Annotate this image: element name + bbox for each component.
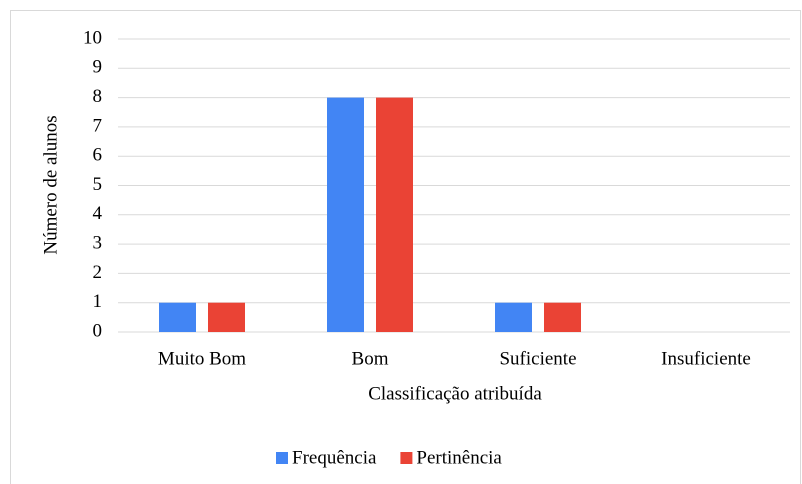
x-tick-label: Insuficiente xyxy=(661,348,751,369)
y-tick-label: 6 xyxy=(93,145,103,166)
y-tick-label: 1 xyxy=(93,291,103,312)
legend-label: Pertinência xyxy=(416,447,502,468)
legend-swatch xyxy=(276,452,288,464)
bar xyxy=(159,302,196,332)
legend-label: Frequência xyxy=(292,447,377,468)
x-tick-label: Muito Bom xyxy=(158,348,246,369)
y-tick-label: 9 xyxy=(93,57,103,78)
bar xyxy=(376,97,413,332)
bar xyxy=(208,302,245,332)
y-tick-label: 10 xyxy=(83,27,102,48)
x-tick-label: Bom xyxy=(352,348,389,369)
bar xyxy=(544,302,581,332)
y-tick-label: 5 xyxy=(93,174,103,195)
y-tick-label: 0 xyxy=(93,320,103,341)
y-axis-label: Número de alunos xyxy=(40,115,61,254)
bar xyxy=(327,97,364,332)
bar xyxy=(495,302,532,332)
y-tick-label: 7 xyxy=(93,115,103,136)
y-tick-label: 8 xyxy=(93,86,103,107)
y-tick-label: 2 xyxy=(93,262,103,283)
legend-swatch xyxy=(400,452,413,464)
y-tick-label: 3 xyxy=(93,232,103,253)
x-tick-label: Suficiente xyxy=(499,348,576,369)
x-axis-label: Classificação atribuída xyxy=(368,383,542,404)
y-tick-label: 4 xyxy=(93,203,103,224)
